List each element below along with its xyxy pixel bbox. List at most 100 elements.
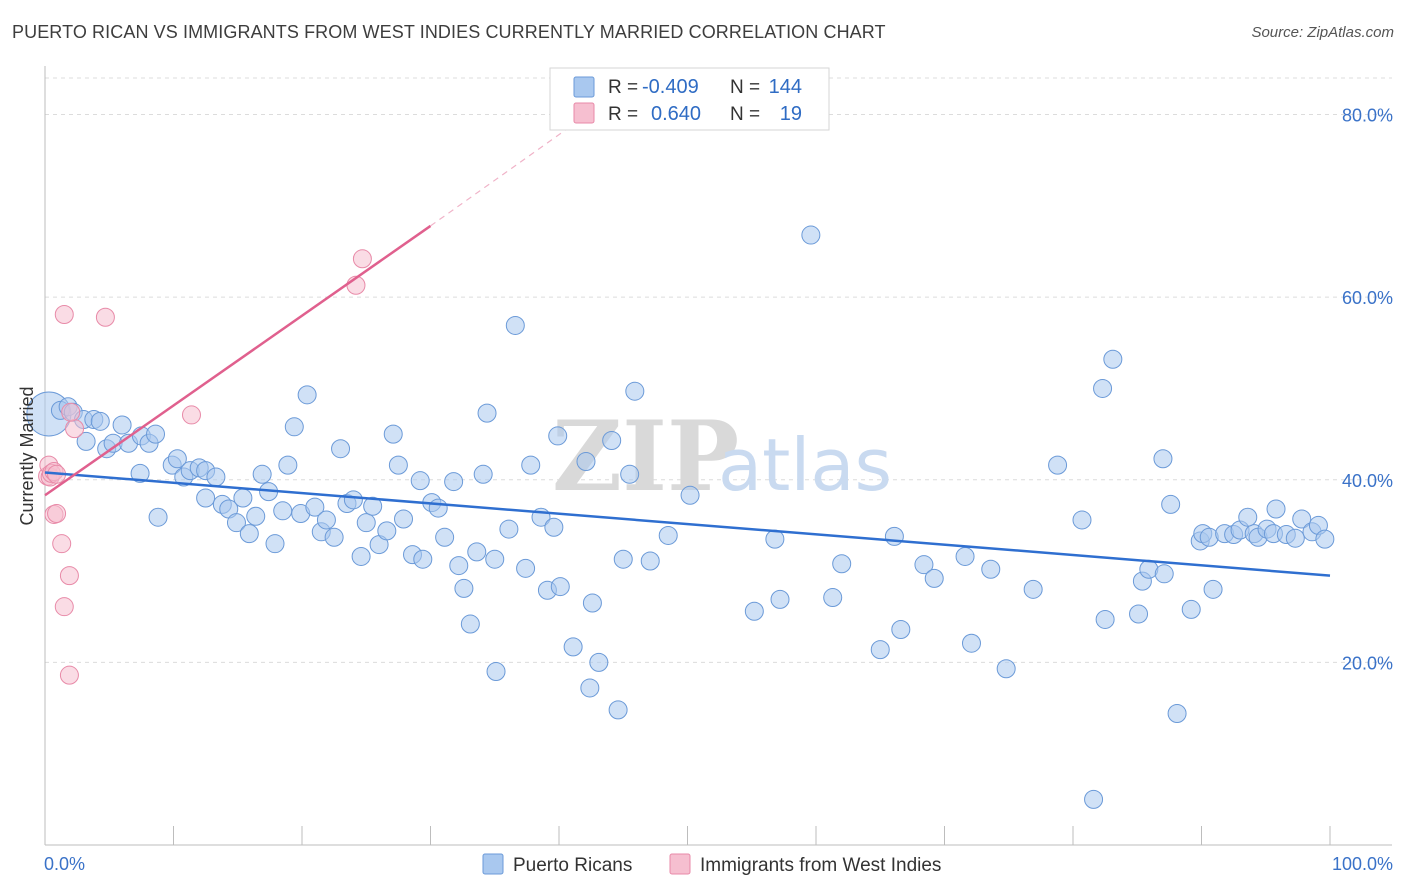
chart-title: PUERTO RICAN VS IMMIGRANTS FROM WEST IND… — [12, 22, 886, 42]
blue-point — [996, 659, 1016, 679]
blue-point — [1167, 704, 1187, 724]
blue-point — [167, 449, 187, 469]
legend-n-value: 144 — [769, 76, 802, 98]
blue-point — [961, 633, 981, 653]
blue-point — [252, 464, 272, 484]
legend-r-label: R = — [608, 77, 638, 98]
blue-point — [467, 542, 487, 562]
watermark: ZIP atlas — [552, 400, 892, 513]
blue-point — [206, 467, 226, 487]
pink-point — [47, 504, 67, 524]
blue-point — [226, 513, 246, 533]
blue-point — [548, 426, 568, 446]
y-axis-label: Currently Married — [17, 386, 37, 525]
blue-point — [620, 464, 640, 484]
blue-point — [146, 424, 166, 444]
pink-point — [65, 419, 85, 439]
blue-point — [658, 525, 678, 545]
bottom-legend-swatch-blue — [482, 853, 504, 875]
pink-point — [54, 597, 74, 617]
pink-point — [54, 304, 74, 324]
blue-point — [278, 455, 298, 475]
blue-point — [485, 549, 505, 569]
blue-point — [351, 546, 371, 566]
series-legend: Puerto Ricans Immigrants from West Indie… — [482, 853, 941, 876]
blue-point — [589, 652, 609, 672]
blue-point — [1103, 349, 1123, 369]
blue-point — [363, 496, 383, 516]
blue-point — [130, 463, 150, 483]
blue-point — [265, 534, 285, 554]
blue-point — [613, 549, 633, 569]
blue-point — [563, 637, 583, 657]
blue-point — [233, 488, 253, 508]
blue-point — [356, 513, 376, 533]
blue-point — [576, 452, 596, 471]
blue-point — [1292, 509, 1312, 529]
blue-point — [297, 385, 317, 405]
blue-point — [449, 556, 469, 576]
blue-point — [608, 700, 628, 720]
pink-point — [59, 665, 79, 685]
blue-point — [246, 506, 266, 526]
blue-point — [413, 549, 433, 569]
pink-point — [352, 249, 372, 269]
blue-point — [580, 678, 600, 698]
blue-point — [486, 662, 506, 682]
grid-lines — [45, 77, 1392, 663]
blue-point — [428, 498, 448, 518]
blue-trend-line — [44, 471, 1331, 577]
blue-point — [477, 403, 497, 423]
legend-r-value: -0.409 — [642, 76, 699, 98]
legend-swatch-pink — [573, 102, 595, 124]
blue-point — [499, 519, 519, 539]
blue-point — [1153, 449, 1173, 469]
blue-point — [1285, 528, 1305, 548]
bottom-legend-label: Puerto Ricans — [513, 855, 632, 876]
watermark-atlas: atlas — [718, 423, 892, 507]
blue-point — [410, 471, 430, 491]
blue-point — [625, 381, 645, 401]
blue-point — [377, 521, 397, 541]
y-tick-label: 40.0% — [1342, 471, 1393, 491]
blue-point — [324, 527, 344, 547]
blue-point — [1266, 499, 1286, 519]
legend-n-label: N = — [730, 104, 760, 125]
pink-point — [95, 307, 115, 327]
blue-point — [460, 614, 480, 634]
blue-point — [383, 424, 403, 444]
blue-point — [1181, 599, 1201, 619]
blue-point — [505, 315, 525, 335]
pink-trend-line — [44, 224, 432, 497]
blue-point — [602, 430, 622, 450]
blue-point — [544, 517, 564, 537]
blue-point — [148, 507, 168, 527]
blue-point — [823, 588, 843, 608]
pink-point — [61, 402, 81, 422]
blue-point — [640, 551, 660, 571]
x-tick-label: 0.0% — [44, 854, 85, 874]
blue-point — [521, 455, 541, 475]
blue-point — [112, 415, 132, 435]
pink-point — [59, 566, 79, 586]
blue-point — [801, 225, 821, 245]
blue-point — [90, 411, 110, 431]
blue-point — [924, 568, 944, 588]
y-tick-label: 20.0% — [1342, 653, 1393, 673]
blue-point — [1238, 507, 1258, 527]
blue-point — [394, 509, 414, 529]
blue-point — [444, 472, 464, 492]
blue-point — [550, 577, 570, 597]
legend-n-value: 19 — [780, 103, 802, 125]
pink-point — [52, 534, 72, 554]
blue-point — [1154, 564, 1174, 584]
blue-point — [239, 524, 259, 544]
blue-point — [1084, 789, 1104, 809]
blue-point — [1093, 378, 1113, 398]
scatter-points — [26, 225, 1335, 809]
blue-point — [196, 488, 216, 508]
blue-point — [316, 510, 336, 530]
blue-point — [388, 455, 408, 475]
correlation-legend: R = -0.409 N = 144 R = 0.640 N = 19 — [549, 67, 830, 131]
